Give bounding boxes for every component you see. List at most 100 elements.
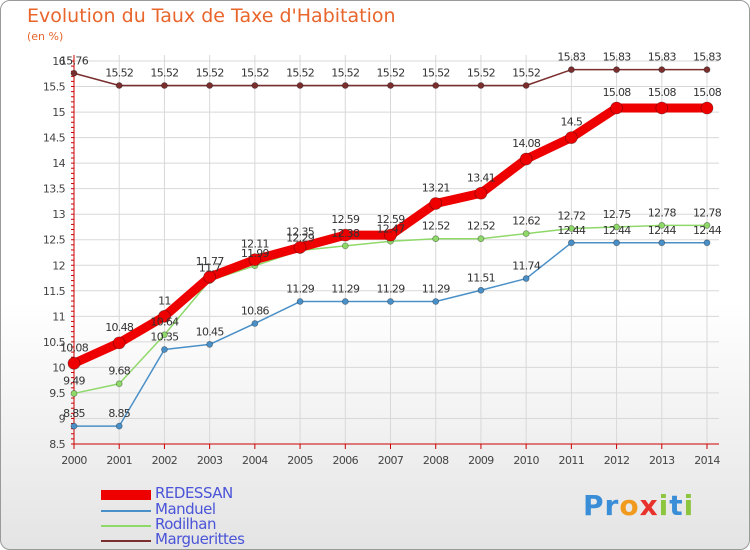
data-point-manduel	[567, 239, 575, 247]
data-label-marguerittes: 15.76	[60, 54, 89, 67]
proxiti-logo: Proxiti	[583, 489, 694, 522]
data-point-marguerittes	[70, 69, 78, 77]
y-tick-label: 12	[52, 259, 65, 272]
data-point-rodilhan	[432, 235, 440, 243]
data-label-marguerittes: 15.83	[557, 51, 586, 64]
data-point-redessan	[338, 228, 352, 242]
data-point-marguerittes	[703, 66, 711, 74]
data-point-manduel	[251, 320, 259, 327]
data-label-redessan: 14.08	[512, 137, 541, 150]
data-label-manduel: 12.44	[693, 224, 722, 237]
data-point-marguerittes	[477, 82, 485, 89]
data-point-redessan	[700, 101, 714, 115]
data-label-redessan: 12.59	[331, 213, 360, 226]
logo-letter: t	[669, 489, 684, 522]
data-label-manduel: 10.45	[196, 325, 225, 338]
x-tick-label: 2006	[332, 454, 358, 467]
data-label-rodilhan: 12.29	[286, 231, 315, 244]
data-point-manduel	[387, 298, 394, 305]
legend-label: Rodilhan	[155, 515, 217, 533]
legend-swatch-marguerittes	[101, 540, 151, 542]
x-tick-label: 2010	[513, 454, 539, 467]
data-point-redessan	[293, 240, 307, 254]
logo-letter: r	[604, 489, 620, 522]
data-label-marguerittes: 15.52	[150, 67, 178, 80]
data-label-rodilhan: 12.78	[693, 206, 722, 219]
y-tick-label: 10	[52, 361, 65, 374]
logo-letter: x	[639, 489, 659, 522]
data-point-manduel	[341, 298, 349, 305]
data-label-marguerittes: 15.83	[648, 51, 677, 64]
data-point-redessan	[248, 253, 262, 267]
x-tick-label: 2008	[423, 454, 449, 467]
data-point-redessan	[158, 309, 171, 323]
legend-label: REDESSAN	[155, 484, 233, 502]
data-label-manduel: 11.29	[377, 283, 406, 296]
data-label-marguerittes: 15.83	[693, 51, 722, 64]
data-point-redessan	[519, 152, 533, 166]
data-point-redessan	[203, 270, 217, 284]
chart-unit: (en %)	[27, 30, 64, 43]
data-label-rodilhan: 12.47	[377, 222, 406, 235]
data-label-manduel: 12.44	[648, 224, 677, 237]
legend-swatch-redessan	[101, 490, 151, 500]
data-label-rodilhan: 9.49	[63, 374, 85, 387]
data-label-manduel: 12.44	[557, 224, 586, 237]
data-point-manduel	[477, 286, 485, 294]
data-label-rodilhan: 12.52	[467, 220, 495, 233]
data-label-rodilhan: 12.62	[512, 215, 540, 228]
y-tick-label: 11	[52, 310, 65, 323]
data-label-redessan: 13.41	[467, 171, 495, 184]
data-label-redessan: 12.35	[286, 225, 315, 238]
y-tick-label: 14	[52, 157, 65, 170]
x-tick-label: 2009	[468, 454, 494, 467]
x-tick-label: 2012	[604, 454, 630, 467]
chart-title: Evolution du Taux de Taxe d'Habitation	[27, 5, 396, 27]
x-tick-label: 2000	[61, 454, 87, 467]
data-point-rodilhan	[477, 235, 485, 243]
data-point-redessan	[564, 131, 578, 145]
legend-label: Manduel	[155, 500, 216, 518]
data-point-rodilhan	[703, 222, 711, 229]
data-label-redessan: 15.08	[648, 86, 677, 99]
data-point-redessan	[67, 356, 81, 370]
data-point-marguerittes	[522, 82, 530, 89]
data-point-marguerittes	[206, 82, 214, 89]
data-point-redessan	[474, 186, 488, 200]
legend-label: Marguerittes	[155, 530, 245, 548]
data-label-marguerittes: 15.52	[286, 67, 314, 80]
data-label-manduel: 11.29	[286, 283, 315, 296]
legend-item-rodilhan: Rodilhan	[101, 515, 361, 533]
legend-swatch-rodilhan	[101, 525, 151, 527]
y-tick-label: 10.5	[43, 336, 66, 349]
y-tick-label: 13	[52, 208, 65, 221]
data-label-rodilhan: 11.7	[199, 262, 221, 275]
y-tick-label: 15.5	[43, 81, 66, 94]
data-point-marguerittes	[658, 66, 666, 74]
data-label-marguerittes: 15.52	[196, 67, 224, 80]
data-label-rodilhan: 11.99	[241, 247, 270, 260]
legend-item-redessan: REDESSAN	[101, 484, 361, 502]
data-point-manduel	[522, 275, 530, 282]
logo-letter: i	[658, 489, 670, 522]
data-point-manduel	[432, 298, 440, 305]
data-point-rodilhan	[115, 380, 123, 388]
y-tick-label: 16	[52, 55, 65, 68]
x-tick-label: 2004	[242, 454, 268, 467]
data-label-manduel: 11.29	[331, 283, 360, 296]
y-tick-label: 11.5	[43, 285, 66, 298]
x-tick-label: 2007	[378, 454, 404, 467]
x-tick-label: 2005	[287, 454, 313, 467]
x-tick-label: 2003	[197, 454, 223, 467]
x-tick-label: 2001	[106, 454, 132, 467]
data-point-redessan	[429, 197, 443, 210]
data-label-manduel: 8.85	[108, 407, 130, 420]
data-point-rodilhan	[161, 331, 168, 339]
data-point-manduel	[703, 239, 711, 247]
data-label-manduel: 10.86	[241, 304, 270, 317]
x-tick-label: 2013	[649, 454, 675, 467]
data-label-manduel: 11.74	[512, 260, 541, 273]
data-label-redessan: 13.21	[422, 181, 450, 194]
data-point-marguerittes	[387, 82, 394, 89]
